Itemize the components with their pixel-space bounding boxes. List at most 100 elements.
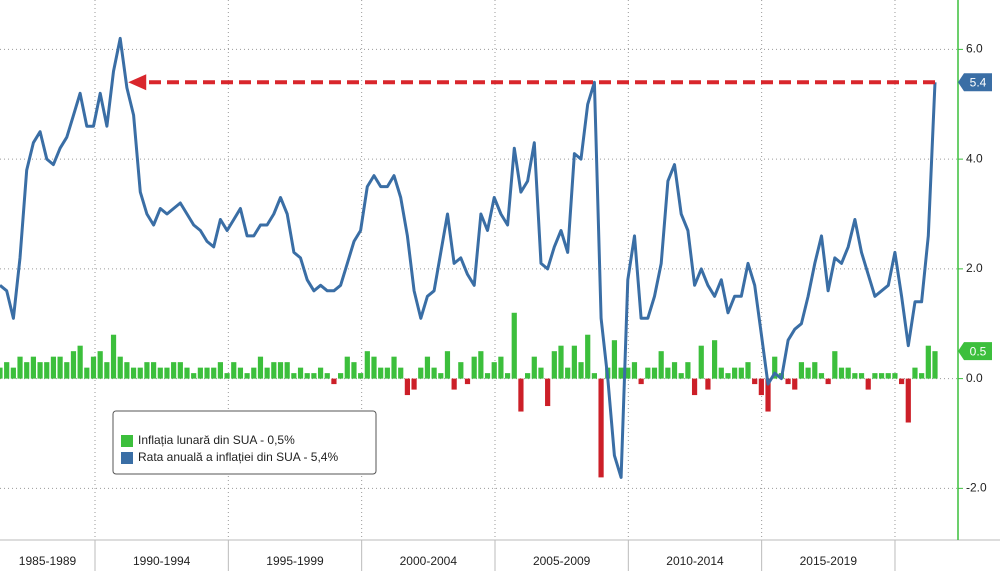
bar bbox=[464, 378, 471, 385]
bar bbox=[631, 362, 638, 379]
bar bbox=[638, 378, 644, 385]
bar bbox=[878, 373, 885, 379]
bar bbox=[130, 367, 137, 379]
bar bbox=[725, 373, 731, 379]
bar bbox=[277, 362, 284, 379]
bar bbox=[685, 362, 691, 379]
bar bbox=[444, 351, 451, 379]
bar bbox=[317, 367, 324, 379]
bar bbox=[491, 362, 497, 379]
bar bbox=[558, 345, 564, 379]
bar bbox=[144, 362, 150, 379]
bar bbox=[164, 367, 170, 379]
bar bbox=[545, 378, 551, 407]
bar bbox=[825, 378, 831, 385]
bar bbox=[698, 345, 704, 379]
bar bbox=[899, 378, 905, 385]
bar bbox=[471, 356, 477, 379]
bar bbox=[752, 378, 758, 385]
value-tag bbox=[958, 342, 992, 361]
value-tag-label: 0.5 bbox=[970, 344, 987, 358]
value-tag-label: 5.4 bbox=[970, 75, 987, 89]
bar bbox=[77, 345, 83, 379]
bar bbox=[244, 373, 250, 379]
bar bbox=[90, 356, 97, 379]
bar bbox=[424, 356, 431, 379]
bar bbox=[331, 378, 337, 385]
bar bbox=[885, 373, 891, 379]
legend-label: Inflația lunară din SUA - 0,5% bbox=[138, 433, 295, 447]
legend-box bbox=[112, 410, 377, 475]
y-tick-label: 2.0 bbox=[966, 261, 983, 275]
bar bbox=[551, 351, 557, 379]
bar bbox=[585, 334, 591, 379]
bar bbox=[785, 378, 791, 385]
bar bbox=[378, 367, 384, 379]
bar bbox=[371, 356, 377, 379]
bar bbox=[291, 373, 297, 379]
bar bbox=[384, 367, 390, 379]
bar bbox=[765, 378, 771, 412]
bar bbox=[598, 378, 604, 478]
bar bbox=[418, 367, 424, 379]
bar bbox=[838, 367, 845, 379]
bar bbox=[912, 367, 918, 379]
bar bbox=[458, 362, 464, 379]
x-tick-label: 2005-2009 bbox=[533, 554, 591, 568]
bar bbox=[64, 362, 70, 379]
bar bbox=[852, 373, 858, 379]
bar bbox=[925, 345, 931, 379]
bar bbox=[404, 378, 410, 396]
bar bbox=[872, 373, 878, 379]
x-tick-label: 1995-1999 bbox=[266, 554, 324, 568]
bar bbox=[591, 373, 597, 379]
bar bbox=[865, 378, 871, 390]
bar bbox=[525, 373, 531, 379]
x-tick-label: 1990-1994 bbox=[133, 554, 191, 568]
bar bbox=[832, 351, 838, 379]
bar bbox=[451, 378, 457, 390]
bar bbox=[905, 378, 911, 423]
y-tick-label: 4.0 bbox=[966, 151, 983, 165]
bar bbox=[732, 367, 738, 379]
arrow-head bbox=[128, 74, 147, 91]
bar bbox=[110, 334, 117, 379]
bar bbox=[4, 362, 10, 379]
bar bbox=[257, 356, 264, 379]
bar bbox=[504, 373, 511, 379]
bar bbox=[157, 367, 163, 379]
bar bbox=[358, 373, 364, 379]
bar bbox=[44, 362, 50, 379]
bar bbox=[665, 367, 671, 379]
bar bbox=[224, 373, 230, 379]
bar bbox=[845, 367, 851, 379]
bar bbox=[438, 373, 444, 379]
bar bbox=[892, 373, 898, 379]
bar bbox=[264, 367, 270, 379]
bar bbox=[217, 362, 223, 379]
bar bbox=[391, 356, 397, 379]
bar bbox=[344, 356, 350, 379]
bar bbox=[37, 362, 43, 379]
bar bbox=[531, 356, 537, 379]
legend-swatch bbox=[121, 435, 133, 447]
bar bbox=[177, 362, 183, 379]
bar bbox=[431, 367, 437, 379]
bar bbox=[10, 367, 16, 379]
bar bbox=[297, 367, 304, 379]
bar bbox=[231, 362, 237, 379]
bar bbox=[511, 312, 517, 379]
bar bbox=[30, 356, 36, 379]
bar bbox=[284, 362, 290, 379]
bar bbox=[618, 367, 624, 379]
bar bbox=[338, 373, 344, 379]
bar bbox=[792, 378, 798, 390]
bar bbox=[191, 373, 197, 379]
bar bbox=[712, 340, 718, 379]
bar bbox=[538, 367, 544, 379]
legend-label: Rata anuală a inflației din SUA - 5,4% bbox=[138, 450, 338, 464]
bar bbox=[651, 367, 658, 379]
bar bbox=[117, 356, 123, 379]
bar bbox=[137, 367, 143, 379]
